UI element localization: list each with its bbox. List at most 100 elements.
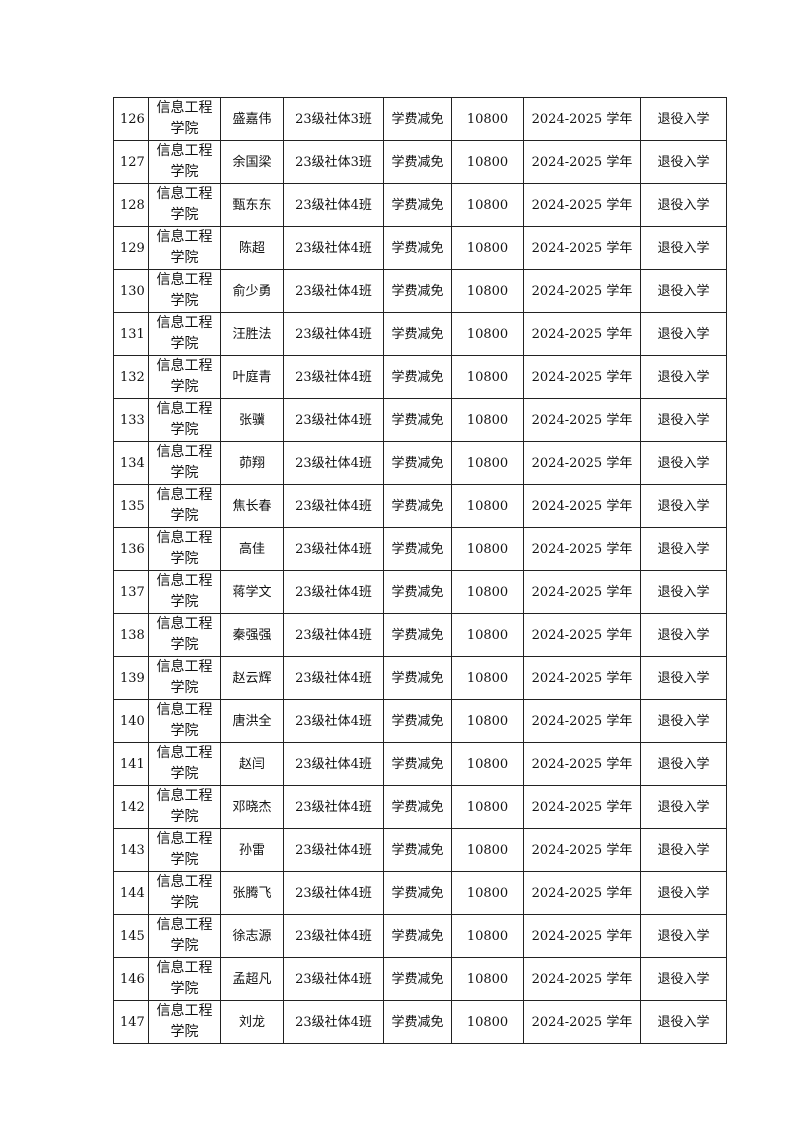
academic-year-cell: 2024-2025 学年 [523, 570, 641, 614]
student-name-cell: 焦长春 [220, 484, 284, 528]
student-name-cell: 邓晓杰 [220, 785, 284, 829]
row-number-cell: 128 [113, 183, 149, 227]
amount-cell: 10800 [451, 140, 524, 184]
aid-type-cell: 学费减免 [383, 871, 452, 915]
student-name-cell: 陈超 [220, 226, 284, 270]
class-cell: 23级社体4班 [283, 914, 384, 958]
table-row: 131 信息工程学院 汪胜法 23级社体4班 学费减免 10800 2024-2025 学年… [113, 312, 727, 356]
enrollment-type-cell: 退役入学 [640, 828, 727, 872]
class-cell: 23级社体4班 [283, 269, 384, 313]
aid-type-cell: 学费减免 [383, 527, 452, 571]
class-cell: 23级社体4班 [283, 613, 384, 657]
college-cell: 信息工程学院 [148, 785, 221, 829]
amount-cell: 10800 [451, 656, 524, 700]
amount-cell: 10800 [451, 914, 524, 958]
enrollment-type-cell: 退役入学 [640, 570, 727, 614]
academic-year-cell: 2024-2025 学年 [523, 97, 641, 141]
table-row: 136 信息工程学院 高佳 23级社体4班 学费减免 10800 2024-2025 学年退… [113, 527, 727, 571]
student-name-cell: 盛嘉伟 [220, 97, 284, 141]
class-cell: 23级社体4班 [283, 742, 384, 786]
college-cell: 信息工程学院 [148, 183, 221, 227]
table-row: 134 信息工程学院 茆翔 23级社体4班 学费减免 10800 2024-2025 学年退… [113, 441, 727, 485]
academic-year-cell: 2024-2025 学年 [523, 785, 641, 829]
row-number-cell: 126 [113, 97, 149, 141]
table-row: 135 信息工程学院 焦长春 23级社体4班 学费减免 10800 2024-2025 学年… [113, 484, 727, 528]
amount-cell: 10800 [451, 957, 524, 1001]
table-row: 139 信息工程学院 赵云辉 23级社体4班 学费减免 10800 2024-2025 学年… [113, 656, 727, 700]
table-row: 129 信息工程学院 陈超 23级社体4班 学费减免 10800 2024-2025 学年退… [113, 226, 727, 270]
class-cell: 23级社体4班 [283, 484, 384, 528]
enrollment-type-cell: 退役入学 [640, 527, 727, 571]
academic-year-cell: 2024-2025 学年 [523, 484, 641, 528]
row-number-cell: 143 [113, 828, 149, 872]
amount-cell: 10800 [451, 785, 524, 829]
enrollment-type-cell: 退役入学 [640, 1000, 727, 1044]
row-number-cell: 138 [113, 613, 149, 657]
amount-cell: 10800 [451, 1000, 524, 1044]
amount-cell: 10800 [451, 269, 524, 313]
aid-type-cell: 学费减免 [383, 355, 452, 399]
enrollment-type-cell: 退役入学 [640, 312, 727, 356]
academic-year-cell: 2024-2025 学年 [523, 183, 641, 227]
student-name-cell: 俞少勇 [220, 269, 284, 313]
enrollment-type-cell: 退役入学 [640, 871, 727, 915]
student-name-cell: 赵闫 [220, 742, 284, 786]
academic-year-cell: 2024-2025 学年 [523, 312, 641, 356]
table-row: 127 信息工程学院 余国梁 23级社体3班 学费减免 10800 2024-2025 学年… [113, 140, 727, 184]
student-name-cell: 汪胜法 [220, 312, 284, 356]
table-body: 126 信息工程学院 盛嘉伟 23级社体3班 学费减免 10800 2024-2025 学年… [113, 97, 727, 1044]
table-row: 143 信息工程学院 孙雷 23级社体4班 学费减免 10800 2024-2025 学年退… [113, 828, 727, 872]
amount-cell: 10800 [451, 871, 524, 915]
aid-type-cell: 学费减免 [383, 484, 452, 528]
class-cell: 23级社体4班 [283, 441, 384, 485]
student-name-cell: 赵云辉 [220, 656, 284, 700]
amount-cell: 10800 [451, 226, 524, 270]
amount-cell: 10800 [451, 742, 524, 786]
college-cell: 信息工程学院 [148, 699, 221, 743]
student-name-cell: 唐洪全 [220, 699, 284, 743]
amount-cell: 10800 [451, 527, 524, 571]
student-name-cell: 茆翔 [220, 441, 284, 485]
student-name-cell: 秦强强 [220, 613, 284, 657]
enrollment-type-cell: 退役入学 [640, 613, 727, 657]
academic-year-cell: 2024-2025 学年 [523, 269, 641, 313]
row-number-cell: 146 [113, 957, 149, 1001]
academic-year-cell: 2024-2025 学年 [523, 398, 641, 442]
enrollment-type-cell: 退役入学 [640, 484, 727, 528]
class-cell: 23级社体4班 [283, 226, 384, 270]
college-cell: 信息工程学院 [148, 269, 221, 313]
enrollment-type-cell: 退役入学 [640, 742, 727, 786]
aid-type-cell: 学费减免 [383, 269, 452, 313]
college-cell: 信息工程学院 [148, 656, 221, 700]
row-number-cell: 139 [113, 656, 149, 700]
enrollment-type-cell: 退役入学 [640, 699, 727, 743]
row-number-cell: 133 [113, 398, 149, 442]
college-cell: 信息工程学院 [148, 312, 221, 356]
class-cell: 23级社体4班 [283, 398, 384, 442]
aid-type-cell: 学费减免 [383, 785, 452, 829]
amount-cell: 10800 [451, 699, 524, 743]
academic-year-cell: 2024-2025 学年 [523, 140, 641, 184]
enrollment-type-cell: 退役入学 [640, 226, 727, 270]
table-row: 145 信息工程学院 徐志源 23级社体4班 学费减免 10800 2024-2025 学年… [113, 914, 727, 958]
college-cell: 信息工程学院 [148, 226, 221, 270]
college-cell: 信息工程学院 [148, 398, 221, 442]
class-cell: 23级社体3班 [283, 97, 384, 141]
aid-type-cell: 学费减免 [383, 140, 452, 184]
college-cell: 信息工程学院 [148, 441, 221, 485]
student-name-cell: 甄东东 [220, 183, 284, 227]
table-row: 147 信息工程学院 刘龙 23级社体4班 学费减免 10800 2024-2025 学年退… [113, 1000, 727, 1044]
class-cell: 23级社体4班 [283, 699, 384, 743]
student-name-cell: 张腾飞 [220, 871, 284, 915]
enrollment-type-cell: 退役入学 [640, 140, 727, 184]
enrollment-type-cell: 退役入学 [640, 183, 727, 227]
academic-year-cell: 2024-2025 学年 [523, 1000, 641, 1044]
aid-type-cell: 学费减免 [383, 613, 452, 657]
student-name-cell: 余国梁 [220, 140, 284, 184]
amount-cell: 10800 [451, 398, 524, 442]
class-cell: 23级社体4班 [283, 871, 384, 915]
row-number-cell: 144 [113, 871, 149, 915]
college-cell: 信息工程学院 [148, 355, 221, 399]
college-cell: 信息工程学院 [148, 484, 221, 528]
aid-type-cell: 学费减免 [383, 570, 452, 614]
